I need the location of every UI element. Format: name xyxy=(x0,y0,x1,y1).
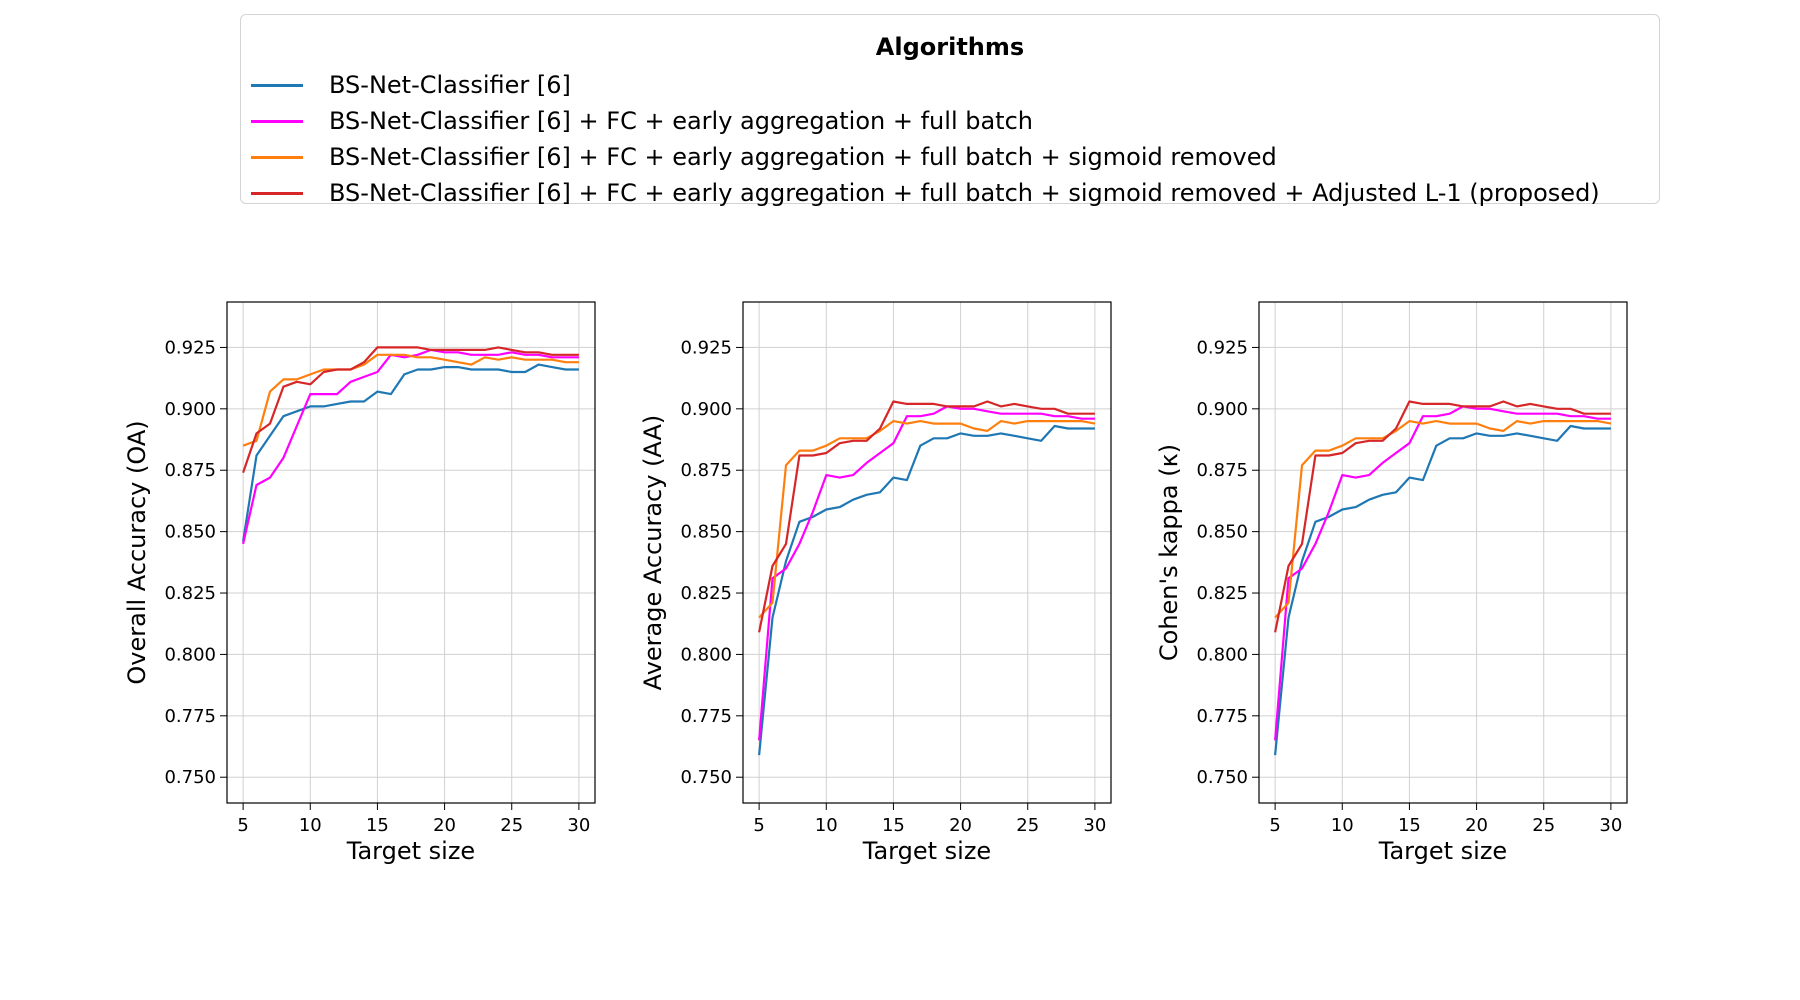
x-tick-label: 10 xyxy=(815,815,838,836)
y-tick-label: 0.775 xyxy=(680,706,732,727)
chart-1: 0.750 0.775 0.800 0.825 0.850 0.875 0.900 0.925… xyxy=(123,301,596,865)
plot-frame xyxy=(1258,301,1628,804)
x-tick-label: 5 xyxy=(237,815,248,836)
series-line xyxy=(1274,420,1612,619)
y-tick-label: 0.800 xyxy=(680,644,732,665)
series-line xyxy=(242,346,579,474)
legend-title: Algorithms xyxy=(875,33,1025,61)
chart-3: 0.750 0.775 0.800 0.825 0.850 0.875 0.900 0.925… xyxy=(1155,301,1628,865)
y-tick-label: 0.900 xyxy=(1196,399,1248,420)
legend: Algorithms BS-Net-Classifier [6] BS-Net-… xyxy=(240,14,1660,207)
y-tick-label: 0.750 xyxy=(1196,767,1248,788)
series-line xyxy=(758,405,1095,741)
y-tick-label: 0.825 xyxy=(1196,583,1248,604)
y-tick-label: 0.925 xyxy=(680,337,732,358)
series-line xyxy=(1274,424,1611,756)
y-tick-label: 0.775 xyxy=(1196,706,1248,727)
legend-label: BS-Net-Classifier [6] + FC + early aggre… xyxy=(329,179,1600,207)
y-tick-label: 0.800 xyxy=(164,644,216,665)
legend-item: BS-Net-Classifier [6] + FC + early aggre… xyxy=(251,178,1600,208)
x-tick-label: 15 xyxy=(366,815,389,836)
y-tick-label: 0.750 xyxy=(164,767,216,788)
y-axis-label: Average Accuracy (AA) xyxy=(639,415,667,691)
series-line xyxy=(242,353,579,447)
y-tick-label: 0.825 xyxy=(164,583,216,604)
legend-swatch xyxy=(251,119,303,123)
series-line xyxy=(758,424,1095,756)
x-tick-label: 25 xyxy=(500,815,523,836)
x-tick-label: 15 xyxy=(882,815,905,836)
x-tick-label: 5 xyxy=(753,815,764,836)
x-tick-label: 30 xyxy=(1599,815,1622,836)
x-tick-label: 10 xyxy=(299,815,322,836)
x-tick-label: 25 xyxy=(1016,815,1039,836)
legend-swatch xyxy=(251,83,303,87)
series-line xyxy=(242,363,579,542)
x-axis-label: Target size xyxy=(346,837,475,865)
y-tick-label: 0.875 xyxy=(1196,460,1248,481)
y-tick-label: 0.900 xyxy=(164,399,216,420)
legend-swatch xyxy=(251,155,303,159)
legend-label: BS-Net-Classifier [6] + FC + early aggre… xyxy=(329,143,1277,171)
plot-frame xyxy=(226,301,596,804)
legend-swatch xyxy=(251,191,303,195)
series-line xyxy=(758,400,1095,633)
y-tick-label: 0.750 xyxy=(680,767,732,788)
series-line xyxy=(1274,405,1611,741)
y-tick-label: 0.800 xyxy=(1196,644,1248,665)
y-tick-label: 0.925 xyxy=(164,337,216,358)
legend-item: BS-Net-Classifier [6] + FC + early aggre… xyxy=(251,106,1033,136)
x-axis-label: Target size xyxy=(862,837,991,865)
series-line xyxy=(758,420,1096,619)
chart-2: 0.750 0.775 0.800 0.825 0.850 0.875 0.900 0.925… xyxy=(639,301,1112,865)
x-tick-label: 20 xyxy=(949,815,972,836)
x-tick-label: 30 xyxy=(567,815,590,836)
x-tick-label: 25 xyxy=(1532,815,1555,836)
y-tick-label: 0.850 xyxy=(164,522,216,543)
y-axis-label: Cohen's kappa (κ) xyxy=(1155,444,1183,661)
x-tick-label: 10 xyxy=(1331,815,1354,836)
legend-item: BS-Net-Classifier [6] + FC + early aggre… xyxy=(251,142,1277,172)
x-tick-label: 5 xyxy=(1269,815,1280,836)
y-tick-label: 0.775 xyxy=(164,706,216,727)
y-tick-label: 0.875 xyxy=(680,460,732,481)
legend-item: BS-Net-Classifier [6] xyxy=(251,70,571,100)
x-tick-label: 15 xyxy=(1398,815,1421,836)
y-tick-label: 0.900 xyxy=(680,399,732,420)
x-tick-label: 20 xyxy=(433,815,456,836)
y-tick-label: 0.875 xyxy=(164,460,216,481)
plot-frame xyxy=(742,301,1112,804)
x-tick-label: 20 xyxy=(1465,815,1488,836)
y-tick-label: 0.825 xyxy=(680,583,732,604)
x-tick-label: 30 xyxy=(1083,815,1106,836)
legend-label: BS-Net-Classifier [6] xyxy=(329,71,571,99)
y-tick-label: 0.925 xyxy=(1196,337,1248,358)
x-axis-label: Target size xyxy=(1378,837,1507,865)
legend-label: BS-Net-Classifier [6] + FC + early aggre… xyxy=(329,107,1033,135)
y-tick-label: 0.850 xyxy=(680,522,732,543)
y-axis-label: Overall Accuracy (OA) xyxy=(123,420,151,684)
y-tick-label: 0.850 xyxy=(1196,522,1248,543)
series-line xyxy=(1274,400,1611,633)
